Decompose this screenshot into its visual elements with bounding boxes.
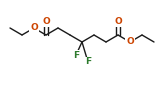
Text: O: O xyxy=(114,18,122,27)
Text: O: O xyxy=(42,18,50,27)
Text: O: O xyxy=(126,37,134,46)
Text: F: F xyxy=(85,57,91,66)
Text: F: F xyxy=(73,50,79,59)
Text: O: O xyxy=(30,23,38,32)
